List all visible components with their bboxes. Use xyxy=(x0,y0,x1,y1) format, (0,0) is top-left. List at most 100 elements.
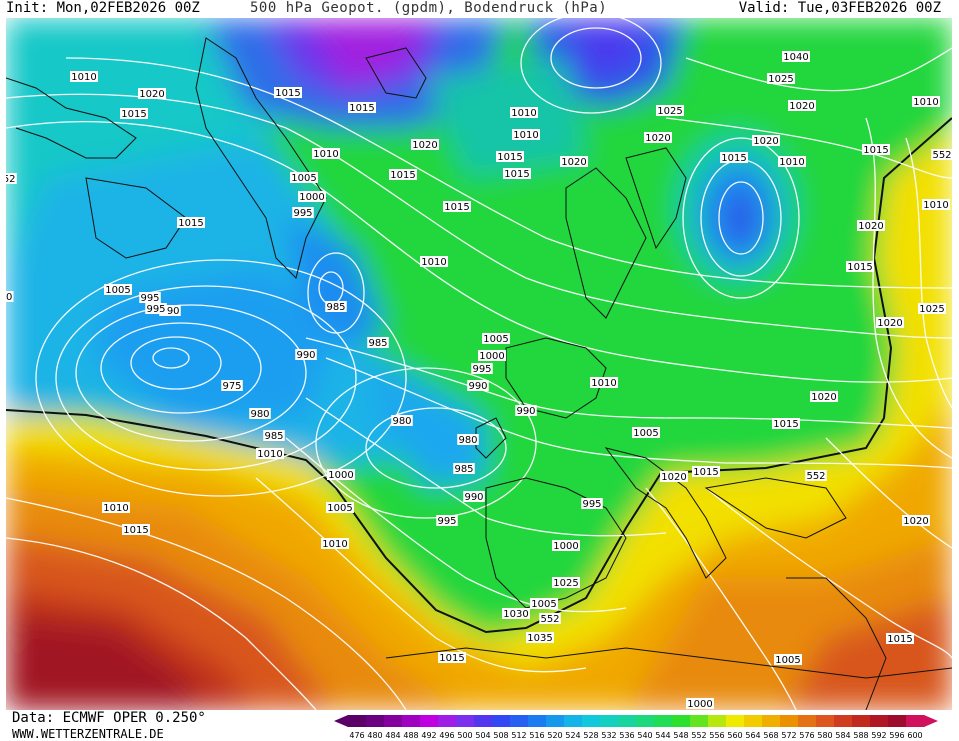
isobar-label: 1000 xyxy=(479,351,504,362)
isobar-label: 995 xyxy=(472,364,491,375)
isobar-label-bg xyxy=(478,350,506,361)
isobar-label-bg xyxy=(902,515,930,526)
legend-swatch xyxy=(726,715,745,727)
isobar-label-bg xyxy=(389,169,417,180)
footer: Data: ECMWF OPER 0.250° WWW.WETTERZENTRA… xyxy=(0,710,959,741)
isobar-label: 1035 xyxy=(527,633,552,644)
isobar-label-bg xyxy=(436,515,458,526)
isobar-label: 1005 xyxy=(291,173,316,184)
legend-tick-label: 484 xyxy=(385,731,400,740)
legend-swatch xyxy=(564,715,583,727)
isobar-label: 1010 xyxy=(923,200,948,211)
isobar-label: 1020 xyxy=(645,133,670,144)
isobar-label-bg xyxy=(912,96,940,107)
isobar-label: 552 xyxy=(540,614,559,625)
isobar-label: 1020 xyxy=(877,318,902,329)
legend-swatch xyxy=(834,715,853,727)
legend-tick-label: 500 xyxy=(457,731,472,740)
isobar-label: 1010 xyxy=(591,378,616,389)
isobar-label-bg xyxy=(918,303,946,314)
isobar-label: 1000 xyxy=(553,541,578,552)
legend-tick-label: 548 xyxy=(673,731,688,740)
map-title: 500 hPa Geopot. (gpdm), Bodendruck (hPa) xyxy=(250,0,608,16)
legend-tick-label: 560 xyxy=(727,731,742,740)
isobar-label-bg xyxy=(482,333,510,344)
isobar-label-bg xyxy=(503,168,531,179)
isobar-label: 1020 xyxy=(789,101,814,112)
isobar-label-bg xyxy=(348,102,376,113)
contour-552-line xyxy=(6,117,952,634)
isobar-label-bg xyxy=(772,418,800,429)
legend-arrow-left xyxy=(334,715,348,727)
legend-tick-label: 476 xyxy=(349,731,364,740)
legend-tick-label: 496 xyxy=(439,731,454,740)
legend-tick-label: 528 xyxy=(583,731,598,740)
isobar-label-bg xyxy=(526,632,554,643)
isobar-label-bg xyxy=(138,88,166,99)
legend-tick-label: 588 xyxy=(853,731,868,740)
legend-swatch xyxy=(582,715,601,727)
valid-time: Valid: Tue,03FEB2026 00Z xyxy=(738,0,941,16)
legend-tick-label: 544 xyxy=(655,731,670,740)
isobar-label-bg xyxy=(552,577,580,588)
isobar-label: 1010 xyxy=(322,539,347,550)
isobar-label: 985 xyxy=(454,464,473,475)
legend-swatch xyxy=(690,715,709,727)
isobar-label: 1010 xyxy=(513,130,538,141)
isobar-label-bg xyxy=(590,377,618,388)
isobar-label: 10 xyxy=(6,292,12,303)
isobar-label-bg xyxy=(249,408,271,419)
legend-tick-label: 524 xyxy=(565,731,580,740)
legend-swatch xyxy=(456,715,475,727)
isobar-label-bg xyxy=(788,100,816,111)
isobar-label-bg xyxy=(327,469,355,480)
isobar-label-bg xyxy=(805,470,827,481)
isobar-label: 1020 xyxy=(139,89,164,100)
isobar-label: 1025 xyxy=(768,74,793,85)
isobar-label-bg xyxy=(846,261,874,272)
isobar-label: 1005 xyxy=(105,285,130,296)
isobar-label: 990 xyxy=(516,406,535,417)
isobar-label-bg xyxy=(221,380,243,391)
isobar-label: 990 xyxy=(468,381,487,392)
legend-tick-label: 584 xyxy=(835,731,850,740)
isobar-label-bg xyxy=(632,427,660,438)
legend-tick-label: 504 xyxy=(475,731,490,740)
legend-swatch xyxy=(474,715,493,727)
legend-swatch xyxy=(888,715,907,727)
legend-swatch xyxy=(510,715,529,727)
isobar-label: 1020 xyxy=(753,136,778,147)
isobar-label: 1015 xyxy=(693,467,718,478)
legend-tick-label: 508 xyxy=(493,731,508,740)
isobar-label-bg xyxy=(120,108,148,119)
color-legend: 476 480 484 488 492 496 500 504 508 512 516 520 524 5… xyxy=(334,715,938,740)
isobar-label-bg xyxy=(876,317,904,328)
header-bar: Init: Mon,02FEB2026 00Z 500 hPa Geopot. … xyxy=(0,0,959,18)
isobar-label: 1010 xyxy=(103,503,128,514)
legend-swatch xyxy=(528,715,547,727)
isobar-label: 1005 xyxy=(327,503,352,514)
isobar-label-bg xyxy=(274,87,302,98)
isobar-label-bg xyxy=(102,502,130,513)
isobar-label: 1000 xyxy=(687,699,712,710)
legend-tick-label: 520 xyxy=(547,731,562,740)
isobar-label-bg xyxy=(515,405,537,416)
legend-tick-label: 600 xyxy=(907,731,922,740)
isobar-label: 990 xyxy=(296,350,315,361)
isobar-label-bg xyxy=(367,337,389,348)
isobar-label: 1015 xyxy=(439,653,464,664)
isobar-label: 552 xyxy=(806,471,825,482)
isobar-label: 552 xyxy=(6,174,16,185)
legend-swatch xyxy=(618,715,637,727)
isobar-label: 1010 xyxy=(421,257,446,268)
isobar-label-bg xyxy=(774,654,802,665)
isobar-label-bg xyxy=(692,466,720,477)
isobar-label: 1005 xyxy=(483,334,508,345)
isobar-label-bg xyxy=(862,144,890,155)
legend-tick-label: 480 xyxy=(367,731,382,740)
legend-swatch xyxy=(798,715,817,727)
legend-swatch xyxy=(852,715,871,727)
isobar-label: 1010 xyxy=(511,108,536,119)
isobar-label: 1030 xyxy=(503,609,528,620)
isobar-label-bg xyxy=(6,173,17,184)
